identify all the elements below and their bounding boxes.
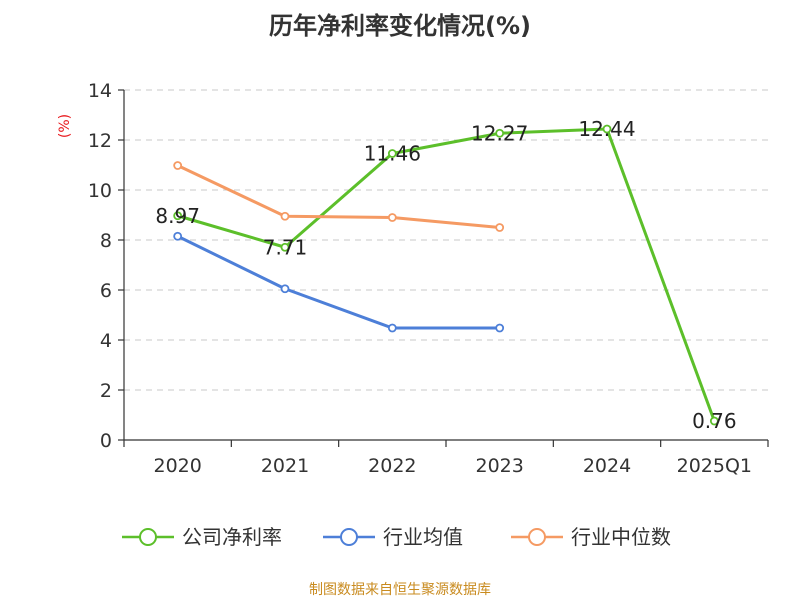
- x-tick-label: 2023: [475, 455, 523, 477]
- legend-label: 行业中位数: [571, 525, 671, 549]
- series-line-3: [177, 164, 500, 229]
- data-label: 12.27: [471, 121, 528, 145]
- data-point: [495, 223, 505, 232]
- data-point: [387, 149, 397, 158]
- data-point: [173, 161, 183, 170]
- legend-label: 公司净利率: [182, 525, 282, 549]
- data-label: 0.76: [692, 409, 737, 433]
- data-point: [495, 323, 505, 333]
- data-label: 11.46: [364, 142, 421, 166]
- data-point: [280, 211, 290, 221]
- data-point: [173, 211, 183, 221]
- y-tick-label: 6: [100, 280, 112, 302]
- data-point: [602, 124, 612, 134]
- legend-item-2[interactable]: 行业均值: [323, 525, 463, 549]
- legend-label: 行业均值: [383, 525, 463, 549]
- x-tick-label: 2025Q1: [677, 455, 752, 477]
- data-labels: 8.97 7.71 11.46 12.27 12.44 0.76: [155, 117, 736, 433]
- data-label: 12.44: [578, 117, 635, 141]
- x-tick-label: 2020: [153, 455, 201, 477]
- x-tick-label: 2022: [368, 455, 416, 477]
- y-tick-label: 14: [88, 80, 112, 102]
- grid-lines: [124, 89, 768, 391]
- y-tick-label: 2: [100, 380, 112, 402]
- chart-title: 历年净利率变化情况(%): [269, 12, 531, 40]
- y-tick-label: 8: [100, 230, 112, 252]
- legend-marker: [139, 528, 157, 546]
- x-tick-label: 2021: [261, 455, 309, 477]
- legend[interactable]: 公司净利率 行业均值 行业中位数: [122, 525, 671, 549]
- data-point: [387, 323, 397, 333]
- data-point: [173, 231, 183, 241]
- data-point: [709, 416, 719, 426]
- y-tick-label: 4: [100, 330, 112, 352]
- y-axis-unit-label: (%): [57, 114, 73, 138]
- source-note: 制图数据来自恒生聚源数据库: [309, 582, 491, 598]
- data-point: [495, 128, 505, 138]
- legend-item-1[interactable]: 公司净利率: [122, 525, 282, 549]
- legend-marker: [340, 528, 358, 546]
- series-line-2: [177, 234, 500, 330]
- data-label: 8.97: [155, 204, 200, 228]
- y-tick-label: 10: [88, 180, 112, 202]
- legend-item-3[interactable]: 行业中位数: [511, 525, 671, 549]
- axes: 0 2 4 6 8 10 12 14 2020 2021 2022 2023 2024 2025Q1: [88, 80, 769, 477]
- x-tick-label: 2024: [583, 455, 631, 477]
- data-label: 7.71: [263, 235, 308, 259]
- data-point: [280, 284, 290, 294]
- data-point: [387, 213, 397, 222]
- legend-marker: [528, 528, 546, 546]
- y-tick-label: 12: [88, 130, 112, 152]
- series-line-1: [177, 127, 716, 422]
- series-lines: [173, 124, 719, 426]
- data-point: [280, 242, 290, 252]
- y-tick-label: 0: [100, 430, 112, 452]
